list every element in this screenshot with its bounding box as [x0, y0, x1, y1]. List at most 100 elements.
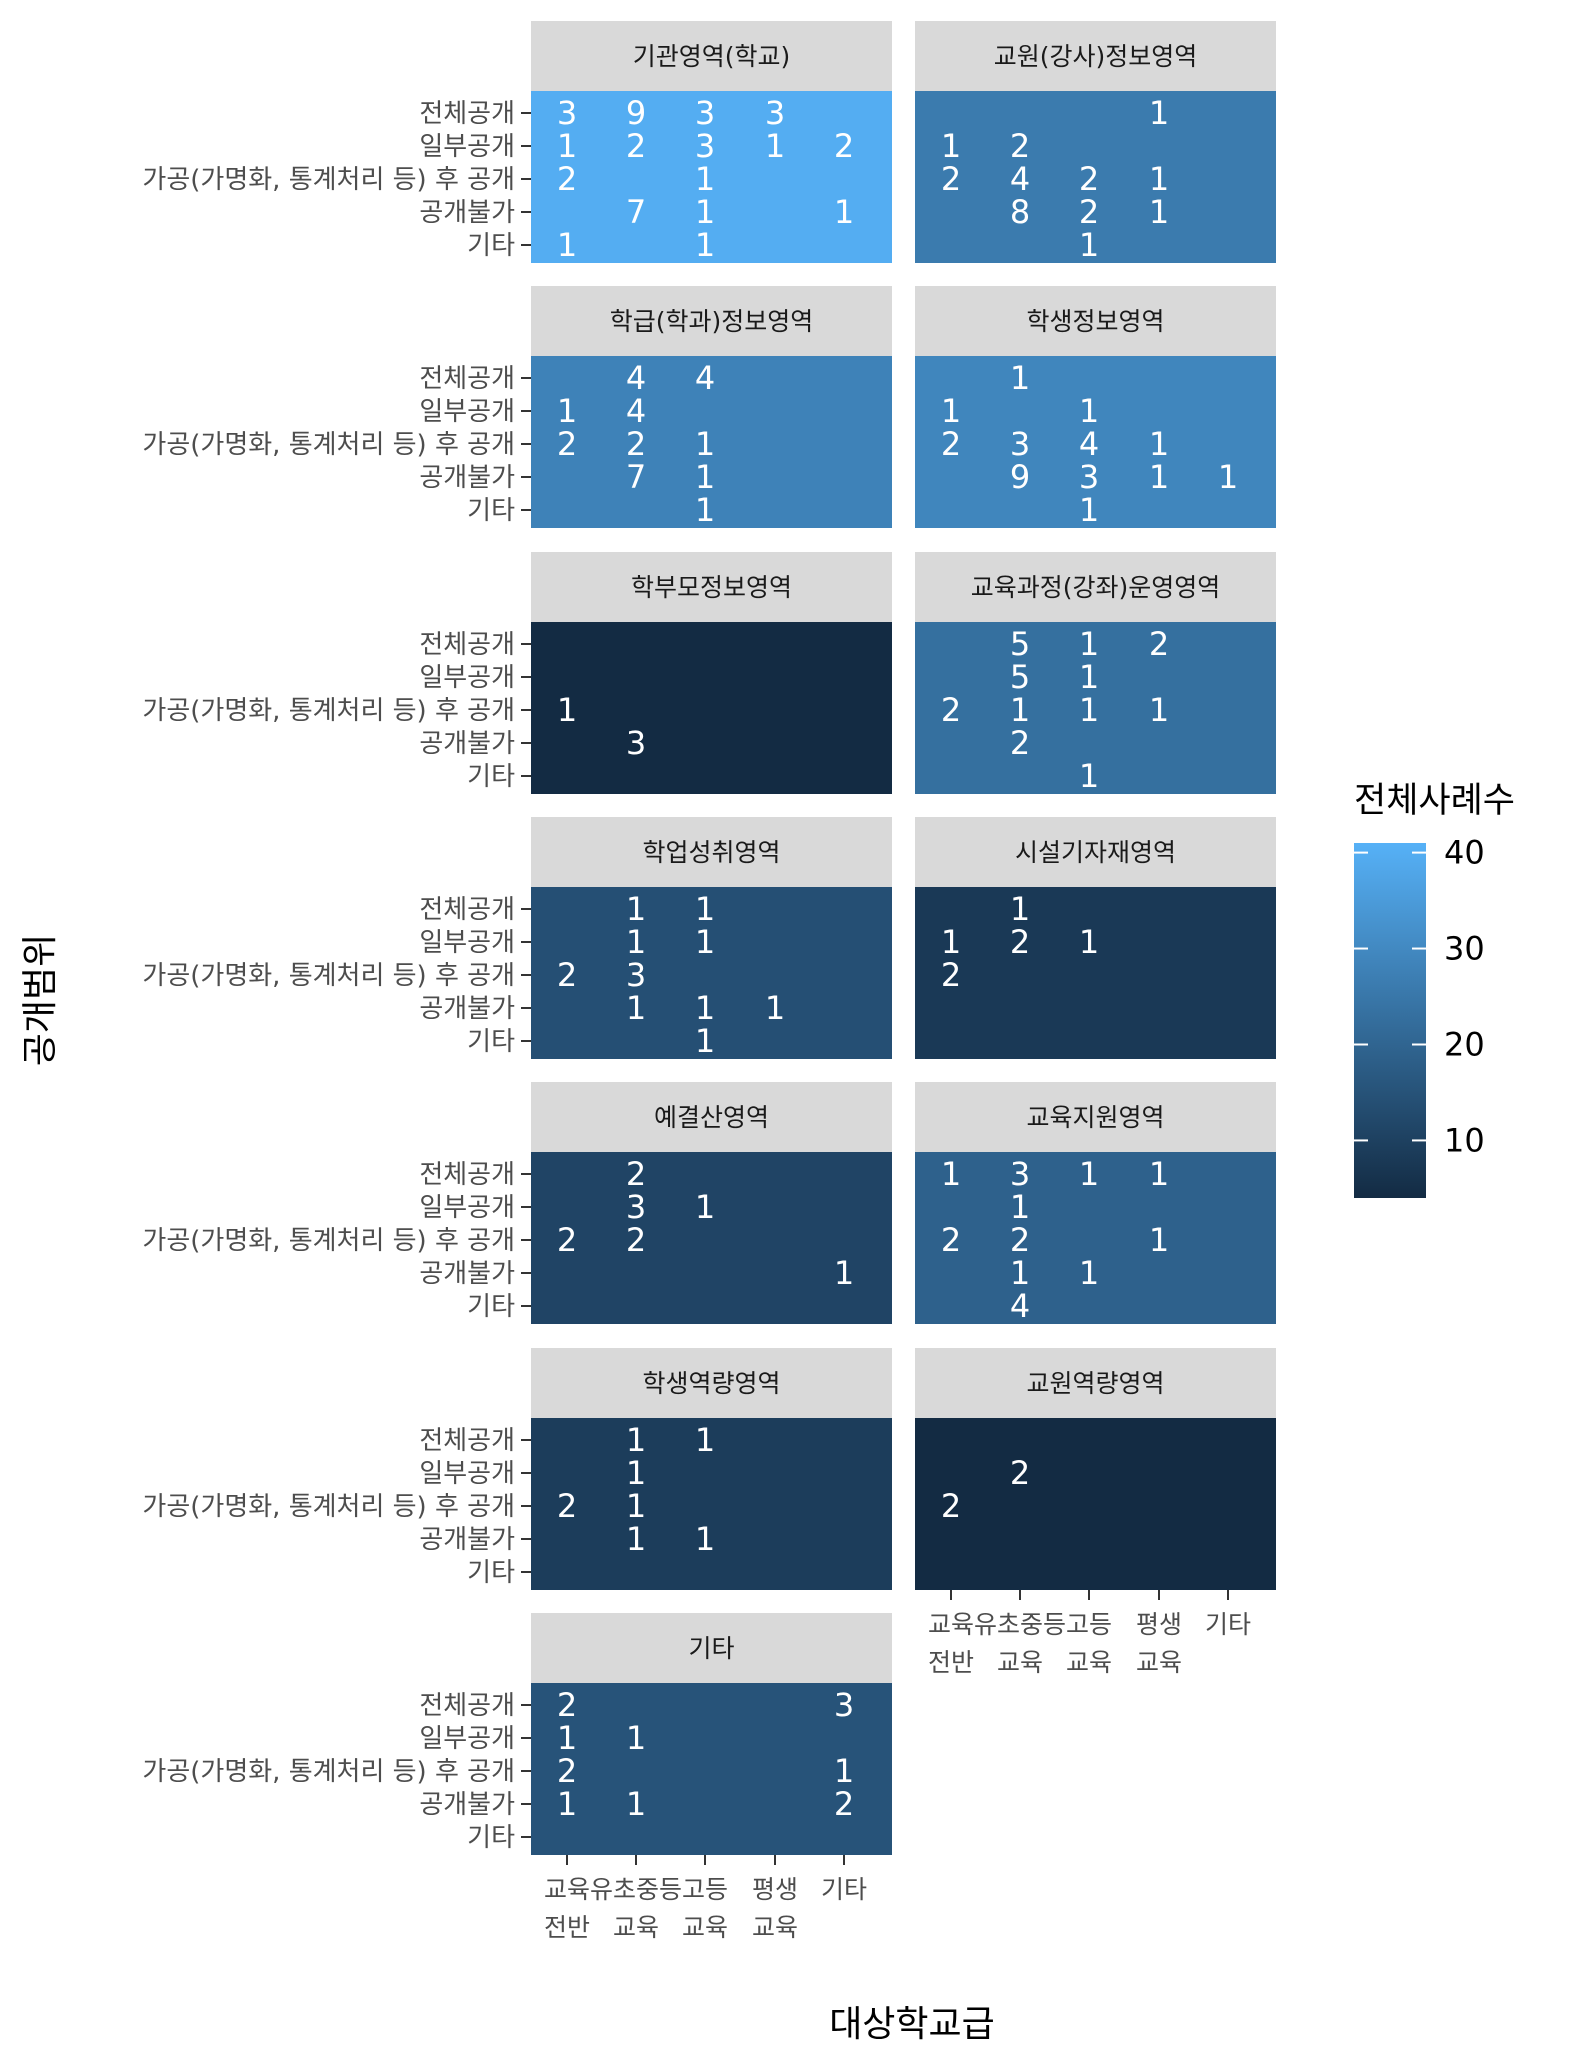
legend-colorbar: [1354, 843, 1426, 1198]
cell-count-label: 1: [557, 1785, 577, 1823]
y-tick-label: 기타: [467, 1558, 515, 1588]
cell-count-label: 1: [941, 392, 961, 430]
y-tick-label: 기타: [467, 1292, 515, 1322]
heatmap-tile: [531, 1152, 892, 1324]
y-tick-label: 가공(가명화, 통계처리 등) 후 공개: [142, 696, 515, 726]
cell-count-label: 1: [1010, 691, 1030, 729]
y-tick-label: 일부공개: [419, 1459, 515, 1489]
y-tick-label: 일부공개: [419, 1193, 515, 1223]
y-tick-label: 일부공개: [419, 663, 515, 693]
cell-count-label: 1: [1010, 359, 1030, 397]
cell-count-label: 1: [695, 458, 715, 496]
heatmap-tile: [531, 622, 892, 794]
cell-count-label: 2: [941, 160, 961, 198]
cell-count-label: 1: [626, 1785, 646, 1823]
facet-strip-label: 교원역량영역: [1026, 1369, 1164, 1398]
cell-count-label: 1: [695, 1421, 715, 1459]
cell-count-label: 3: [695, 127, 715, 165]
y-tick-label: 기타: [467, 231, 515, 261]
heatmap-tile: [915, 1418, 1276, 1590]
cell-count-label: 1: [834, 1752, 854, 1790]
y-tick-label: 일부공개: [419, 132, 515, 162]
cell-count-label: 1: [626, 890, 646, 928]
facet-strip: [531, 1082, 892, 1152]
legend-title: 전체사례수: [1354, 781, 1515, 821]
cell-count-label: 1: [626, 1421, 646, 1459]
cell-count-label: 3: [765, 94, 785, 132]
cell-count-label: 3: [1079, 458, 1099, 496]
x-tick-label: 교육 전반: [544, 1875, 590, 1942]
cell-count-label: 2: [941, 1221, 961, 1259]
cell-count-label: 2: [626, 127, 646, 165]
y-tick-label: 가공(가명화, 통계처리 등) 후 공개: [142, 961, 515, 991]
facet-strip: [915, 21, 1276, 91]
facet-strip: [531, 1348, 892, 1418]
cell-count-label: 2: [1149, 625, 1169, 663]
cell-count-label: 7: [626, 193, 646, 231]
y-tick-label: 공개불가: [419, 1259, 515, 1289]
cell-count-label: 3: [626, 724, 646, 762]
cell-count-label: 1: [695, 989, 715, 1027]
heatmap-tile: [915, 1152, 1276, 1324]
facet-strip-label: 예결산영역: [654, 1103, 769, 1132]
cell-count-label: 1: [626, 1487, 646, 1525]
heatmap-tile: [915, 887, 1276, 1059]
heatmap-tile: [531, 887, 892, 1059]
cell-count-label: 1: [1149, 1155, 1169, 1193]
facet-strip: [915, 286, 1276, 356]
legend-tick-label: 40: [1444, 834, 1485, 872]
cell-count-label: 1: [1010, 1188, 1030, 1226]
cell-count-label: 1: [834, 1254, 854, 1292]
cell-count-label: 4: [1010, 1287, 1030, 1325]
cell-count-label: 1: [695, 1022, 715, 1060]
cell-count-label: 9: [1010, 458, 1030, 496]
cell-count-label: 1: [557, 226, 577, 264]
legend-ticks: 10 20 30 40: [1354, 834, 1485, 1159]
facet-strip-label: 학급(학과)정보영역: [610, 307, 814, 336]
cell-count-label: 1: [1218, 458, 1238, 496]
cell-count-label: 3: [1010, 425, 1030, 463]
y-tick-label: 기타: [467, 1823, 515, 1853]
facet-strip-label: 학생정보영역: [1026, 307, 1164, 336]
cell-count-label: 2: [834, 1785, 854, 1823]
cell-count-label: 1: [1079, 658, 1099, 696]
cell-count-label: 1: [695, 1520, 715, 1558]
x-tick-label: 유초중등 교육: [974, 1610, 1066, 1677]
cell-count-label: 1: [941, 1155, 961, 1193]
facet-strip: [531, 21, 892, 91]
cell-count-label: 3: [695, 94, 715, 132]
cell-count-label: 1: [557, 691, 577, 729]
cell-count-label: 1: [1079, 491, 1099, 529]
x-tick-label: 고등 교육: [1066, 1610, 1112, 1677]
y-tick-label: 공개불가: [419, 463, 515, 493]
y-tick-label: 기타: [467, 496, 515, 526]
y-tick-label: 공개불가: [419, 729, 515, 759]
x-tick-label: 고등 교육: [682, 1875, 728, 1942]
y-tick-label: 일부공개: [419, 397, 515, 427]
x-tick-label: 평생 교육: [1136, 1610, 1182, 1677]
cell-count-label: 2: [941, 425, 961, 463]
y-tick-label: 가공(가명화, 통계처리 등) 후 공개: [142, 1492, 515, 1522]
y-tick-label: 기타: [467, 1027, 515, 1057]
x-tick-label: 기타: [1205, 1610, 1251, 1639]
cell-count-label: 2: [941, 956, 961, 994]
y-tick-label: 기타: [467, 762, 515, 792]
cell-count-label: 3: [1010, 1155, 1030, 1193]
cell-count-label: 1: [557, 392, 577, 430]
cell-count-label: 1: [1149, 458, 1169, 496]
cell-count-label: 1: [1079, 392, 1099, 430]
facet-strip: [915, 1348, 1276, 1418]
facet-strip-label: 기관영역(학교): [633, 42, 791, 71]
cell-count-label: 1: [695, 226, 715, 264]
y-tick-label: 전체공개: [419, 1691, 515, 1721]
y-tick-label: 전체공개: [419, 895, 515, 925]
cell-count-label: 1: [1079, 923, 1099, 961]
cell-count-label: 2: [557, 1686, 577, 1724]
cell-count-label: 5: [1010, 625, 1030, 663]
